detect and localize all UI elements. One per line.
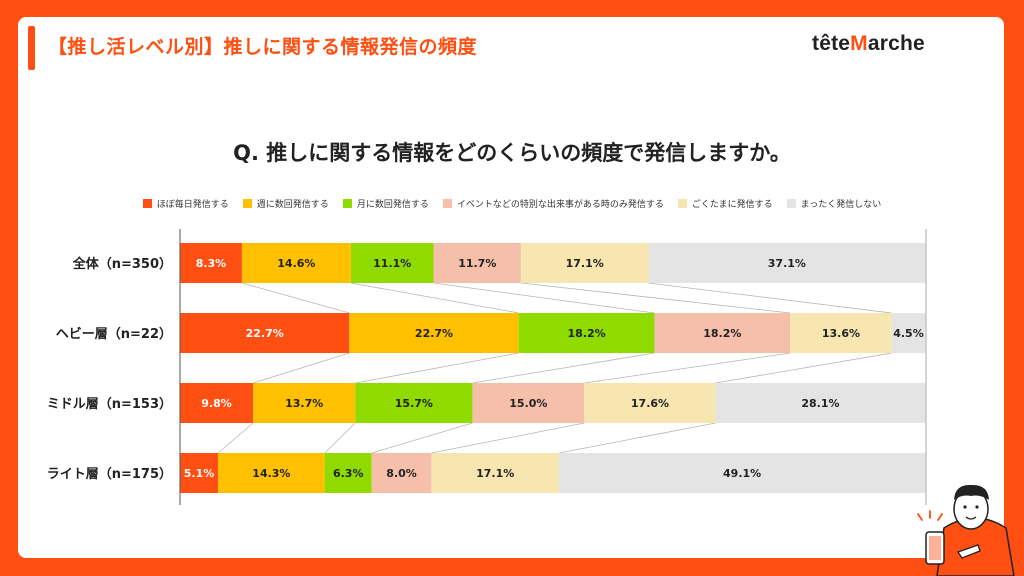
bar-segment: [518, 313, 655, 353]
connector-line: [472, 352, 655, 384]
connector-line: [520, 282, 791, 314]
logo-text-a: tête: [812, 32, 851, 55]
bar-segment: [371, 453, 432, 493]
data-label: 17.1%: [566, 257, 604, 270]
title-accent-bar: [28, 26, 35, 70]
bar-segment: [355, 383, 473, 423]
bar-segment: [180, 383, 254, 423]
bar-segment: [433, 243, 521, 283]
connector-line: [217, 422, 254, 454]
connector-line: [371, 422, 473, 454]
bar-segment: [584, 383, 716, 423]
row-label: ライト層（n=175）: [47, 466, 172, 482]
connector-line: [350, 282, 519, 314]
connector-line: [715, 352, 892, 384]
person-with-phone-illustration: [917, 484, 1015, 576]
bar-segment: [180, 313, 350, 353]
row-label: ヘビー層（n=22）: [56, 326, 172, 342]
bar-segment: [654, 313, 791, 353]
bar-segment: [431, 453, 559, 493]
chart-title: Q. 推しに関する情報をどのくらいの頻度で発信しますか。: [233, 141, 791, 165]
data-label: 11.1%: [373, 257, 411, 270]
data-label: 11.7%: [458, 257, 496, 270]
legend-label: ごくたまに発信する: [691, 200, 773, 210]
legend-item: イベントなどの特別な出来事がある時のみ発信する: [442, 197, 664, 210]
data-label: 9.8%: [201, 397, 232, 410]
connector-line: [648, 282, 892, 314]
bar-segment: [790, 313, 892, 353]
data-label: 18.2%: [567, 327, 605, 340]
bar-segment: [648, 243, 926, 283]
data-label: 6.3%: [333, 467, 364, 480]
connector-line: [252, 352, 350, 384]
data-label: 17.6%: [631, 397, 669, 410]
connector-line: [324, 422, 356, 454]
bar-segment: [520, 243, 649, 283]
row-label: ミドル層（n=153）: [47, 396, 172, 412]
data-label: 37.1%: [768, 257, 806, 270]
bar-segment: [253, 383, 356, 423]
data-label: 49.1%: [723, 467, 761, 480]
logo-mark: M: [850, 32, 868, 55]
data-label: 14.3%: [252, 467, 290, 480]
bar-segment: [180, 243, 242, 283]
legend-swatch: [342, 199, 352, 208]
bar-segment: [324, 453, 372, 493]
connector-line: [584, 352, 791, 384]
logo-text-c: arche: [867, 32, 925, 55]
legend-item: ごくたまに発信する: [677, 197, 773, 210]
data-label: 15.0%: [509, 397, 547, 410]
brand-logo: têteMarche: [812, 32, 925, 56]
data-label: 17.1%: [476, 467, 514, 480]
bar-segment: [891, 313, 926, 353]
connector-line: [355, 352, 519, 384]
bar-segment: [558, 453, 926, 493]
legend-item: まったく発信しない: [786, 197, 882, 210]
chart-legend: ほぼ毎日発信する 週に数回発信する 月に数回発信する イベントなどの特別な出来事がある…: [0, 197, 1024, 210]
page-title: 【推し活レベル別】推しに関する情報発信の頻度: [48, 36, 478, 58]
data-label: 22.7%: [415, 327, 453, 340]
data-label: 13.6%: [822, 327, 860, 340]
connector-line: [433, 282, 655, 314]
legend-label: ほぼ毎日発信する: [156, 200, 229, 210]
bar-segment: [472, 383, 585, 423]
data-label: 5.1%: [184, 467, 215, 480]
bar-segment: [241, 243, 351, 283]
data-label: 13.7%: [285, 397, 323, 410]
bar-segment: [715, 383, 926, 423]
bar-rows: 全体（n=350） 8.3% 14.6% 11.1% 11.7% 17.1% 37.1% ヘビ…: [47, 243, 926, 493]
legend-label: まったく発信しない: [800, 200, 882, 210]
bar-segment: [349, 313, 519, 353]
legend-label: イベントなどの特別な出来事がある時のみ発信する: [456, 200, 664, 210]
legend-swatch: [142, 199, 152, 208]
connector-lines: [217, 282, 892, 454]
legend-swatch: [442, 199, 452, 208]
legend-item: ほぼ毎日発信する: [142, 197, 229, 210]
chart-axes: [179, 229, 927, 505]
legend-item: 月に数回発信する: [342, 197, 429, 210]
legend-item: 週に数回発信する: [242, 197, 329, 210]
connector-line: [241, 282, 350, 314]
data-label: 18.2%: [703, 327, 741, 340]
connector-line: [558, 422, 716, 454]
connector-line: [431, 422, 585, 454]
legend-label: 月に数回発信する: [356, 200, 429, 210]
legend-swatch: [242, 199, 252, 208]
legend-swatch: [786, 199, 796, 208]
data-label: 4.5%: [893, 327, 924, 340]
bar-segment: [180, 453, 219, 493]
legend-swatch: [677, 199, 687, 208]
data-label: 28.1%: [801, 397, 839, 410]
bar-segment: [350, 243, 434, 283]
data-label: 8.0%: [386, 467, 417, 480]
data-label: 14.6%: [277, 257, 315, 270]
bar-segment: [218, 453, 325, 493]
legend-label: 週に数回発信する: [256, 200, 329, 210]
data-label: 15.7%: [395, 397, 433, 410]
row-label: 全体（n=350）: [72, 256, 172, 272]
data-label: 8.3%: [196, 257, 227, 270]
data-label: 22.7%: [246, 327, 284, 340]
